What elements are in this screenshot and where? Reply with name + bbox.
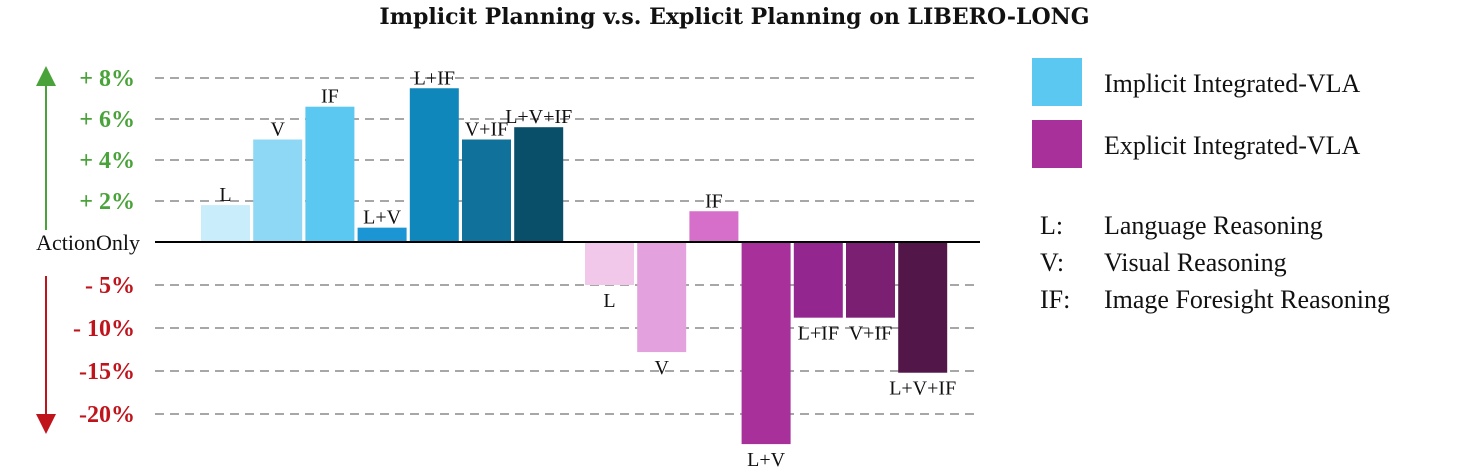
- y-tick-label: - 10%: [73, 316, 135, 342]
- bar: [585, 242, 634, 285]
- bar-label: L+IF: [798, 323, 839, 345]
- bar: [253, 139, 303, 242]
- bar-label: V: [270, 119, 285, 141]
- note-text: Language Reasoning: [1104, 211, 1323, 240]
- y-tick-label: + 4%: [79, 148, 135, 174]
- bar-label: L+V: [747, 449, 785, 468]
- bar: [898, 242, 948, 373]
- bar-label: V+IF: [849, 323, 893, 345]
- bar-label: L: [603, 290, 615, 312]
- bar: [357, 227, 407, 242]
- note-abbr: V:: [1040, 248, 1064, 277]
- bar: [741, 242, 791, 445]
- bar-label: V: [654, 357, 669, 379]
- bar: [305, 106, 355, 242]
- y-tick-label: + 6%: [79, 107, 135, 133]
- bar-label: L+V+IF: [889, 378, 956, 400]
- bar-label: L+V: [363, 207, 401, 229]
- bar-label: IF: [321, 86, 339, 108]
- bar-label: V+IF: [465, 119, 509, 141]
- bar: [637, 242, 687, 353]
- legend-swatch: [1032, 58, 1082, 106]
- legend-swatch: [1032, 120, 1082, 168]
- note-abbr: IF:: [1040, 285, 1070, 314]
- y-tick-label: -15%: [79, 359, 135, 385]
- bar: [846, 242, 895, 318]
- bar: [409, 88, 459, 242]
- y-tick-label: -20%: [79, 402, 135, 428]
- bar-label: L+IF: [414, 67, 455, 89]
- y-tick-label: + 2%: [79, 189, 135, 215]
- bar: [462, 139, 511, 242]
- note-text: Image Foresight Reasoning: [1104, 285, 1390, 314]
- bar: [201, 205, 250, 242]
- y-tick-label: + 8%: [79, 66, 135, 92]
- chart-title: Implicit Planning v.s. Explicit Planning…: [379, 4, 1090, 30]
- bar-label: IF: [705, 190, 723, 212]
- note-text: Visual Reasoning: [1104, 248, 1287, 277]
- legend-label: Explicit Integrated-VLA: [1104, 131, 1361, 160]
- bar: [793, 242, 843, 318]
- bar-label: L: [219, 184, 231, 206]
- legend-label: Implicit Integrated-VLA: [1104, 69, 1361, 98]
- bar: [689, 211, 739, 242]
- y-tick-label: - 5%: [85, 273, 135, 299]
- bar-label: L+V+IF: [505, 106, 572, 128]
- bar: [514, 127, 564, 242]
- baseline-label: ActionOnly: [36, 230, 140, 255]
- note-abbr: L:: [1040, 211, 1063, 240]
